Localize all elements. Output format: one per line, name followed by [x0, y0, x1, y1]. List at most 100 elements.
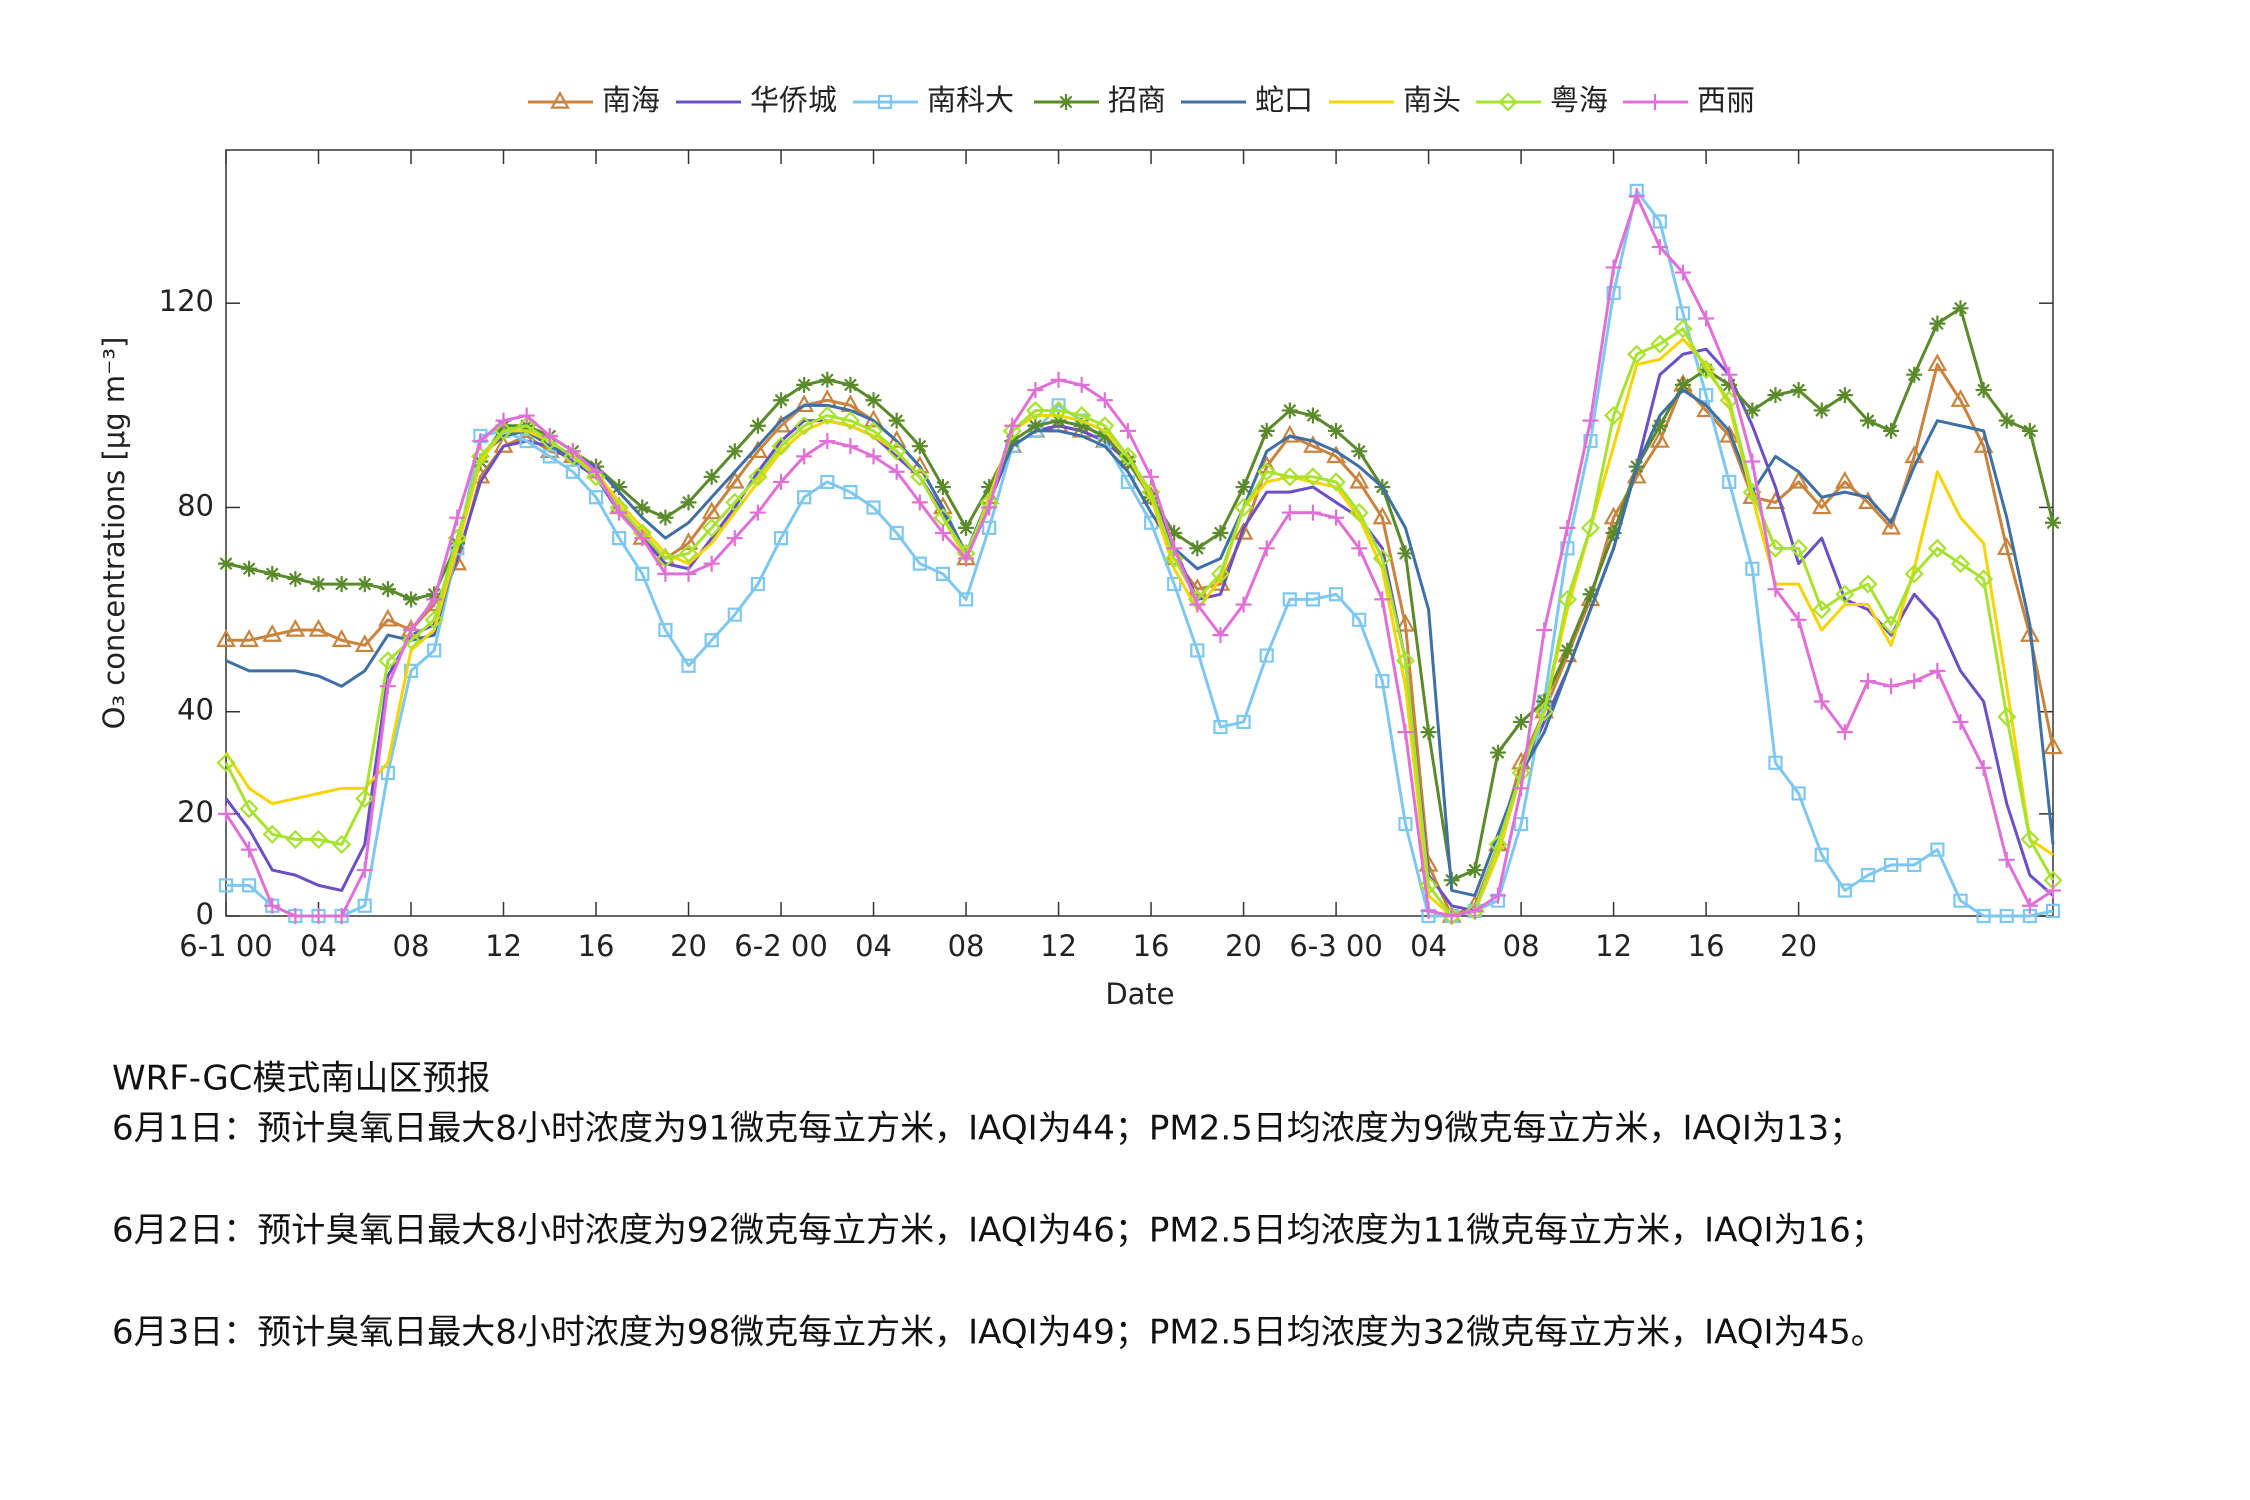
marker — [1813, 693, 1830, 710]
marker — [1189, 540, 1206, 557]
marker — [1904, 564, 1924, 584]
marker — [748, 467, 768, 487]
marker — [1466, 902, 1483, 919]
marker — [1834, 470, 1855, 489]
marker — [1789, 538, 1809, 558]
marker — [424, 610, 444, 630]
marker — [680, 494, 697, 511]
marker — [1582, 412, 1599, 429]
note-line: 6月1日：预计臭氧日最大8小时浓度为91微克每立方米，IAQI为44；PM2.5… — [112, 1109, 1863, 1149]
y-tick-label: 120 — [159, 284, 214, 318]
y-axis-label: O₃ concentrations [μg m⁻³] — [97, 337, 131, 730]
marker — [216, 629, 236, 647]
marker — [493, 421, 514, 441]
x-tick-label: 04 — [1410, 929, 1447, 963]
marker — [241, 560, 258, 577]
marker — [380, 765, 395, 781]
marker — [678, 543, 699, 563]
marker — [1952, 300, 1969, 317]
marker — [1603, 506, 1624, 525]
marker — [1420, 724, 1437, 741]
marker — [586, 467, 606, 487]
marker — [657, 565, 674, 582]
marker — [911, 494, 928, 511]
marker — [1999, 908, 2014, 924]
marker — [797, 490, 812, 505]
marker — [1884, 857, 1899, 873]
marker — [1605, 259, 1622, 276]
marker — [1050, 371, 1067, 388]
marker — [563, 446, 583, 466]
marker — [1189, 596, 1206, 613]
marker — [1975, 382, 1992, 399]
marker — [1119, 422, 1136, 439]
marker — [750, 576, 766, 592]
marker — [1998, 851, 2015, 868]
marker — [1235, 479, 1252, 496]
marker — [401, 630, 421, 650]
x-tick-label: 6-3 00 — [1289, 929, 1383, 963]
marker — [819, 371, 836, 388]
marker — [1281, 504, 1298, 521]
series-line — [224, 327, 2055, 918]
marker — [1027, 382, 1044, 399]
marker — [264, 897, 281, 914]
marker — [1976, 908, 1991, 924]
marker — [564, 443, 581, 460]
marker — [1881, 615, 1901, 635]
marker — [658, 622, 673, 638]
marker — [308, 618, 329, 637]
marker — [1836, 387, 1853, 404]
marker — [1235, 596, 1252, 613]
marker — [1488, 834, 1508, 855]
x-tick-label: 12 — [1595, 929, 1632, 963]
marker — [332, 834, 352, 855]
marker — [1674, 376, 1691, 393]
marker — [357, 898, 372, 913]
marker — [1498, 92, 1518, 112]
marker — [1004, 433, 1021, 450]
marker — [379, 581, 396, 598]
legend-label: 招商 — [1108, 83, 1166, 117]
marker — [1513, 816, 1529, 832]
marker — [1721, 366, 1738, 383]
marker — [1351, 540, 1368, 557]
marker — [909, 455, 930, 474]
legend-label: 南头 — [1403, 83, 1461, 117]
note-line: 6月2日：预计臭氧日最大8小时浓度为92微克每立方米，IAQI为46；PM2.5… — [112, 1211, 1885, 1251]
marker — [1627, 344, 1647, 364]
marker — [842, 376, 859, 393]
marker — [550, 90, 570, 109]
marker — [1788, 470, 1809, 489]
marker — [611, 479, 628, 496]
marker — [588, 490, 604, 505]
x-tick-label: 16 — [578, 929, 615, 963]
marker — [1582, 586, 1599, 603]
marker — [1651, 239, 1668, 256]
marker — [863, 421, 884, 441]
marker — [403, 591, 420, 608]
marker — [1058, 94, 1074, 110]
marker — [773, 392, 790, 409]
series-line — [226, 189, 2054, 918]
marker — [1210, 564, 1230, 584]
x-tick-label: 04 — [855, 929, 892, 963]
marker — [1721, 376, 1738, 393]
marker — [1811, 496, 1832, 515]
marker — [1950, 389, 1971, 407]
marker — [2021, 897, 2038, 914]
note-title: WRF-GC模式南山区预报 — [112, 1059, 490, 1099]
y-tick-label: 0 — [196, 897, 214, 931]
x-tick-label: 16 — [1133, 929, 1170, 963]
marker — [239, 629, 259, 647]
marker — [1304, 504, 1321, 521]
marker — [888, 412, 905, 429]
marker — [1280, 467, 1300, 487]
x-tick-label: 12 — [1040, 929, 1077, 963]
marker — [310, 576, 327, 593]
marker — [1282, 592, 1297, 607]
marker — [865, 392, 882, 409]
marker — [1212, 627, 1229, 644]
marker — [495, 412, 512, 429]
